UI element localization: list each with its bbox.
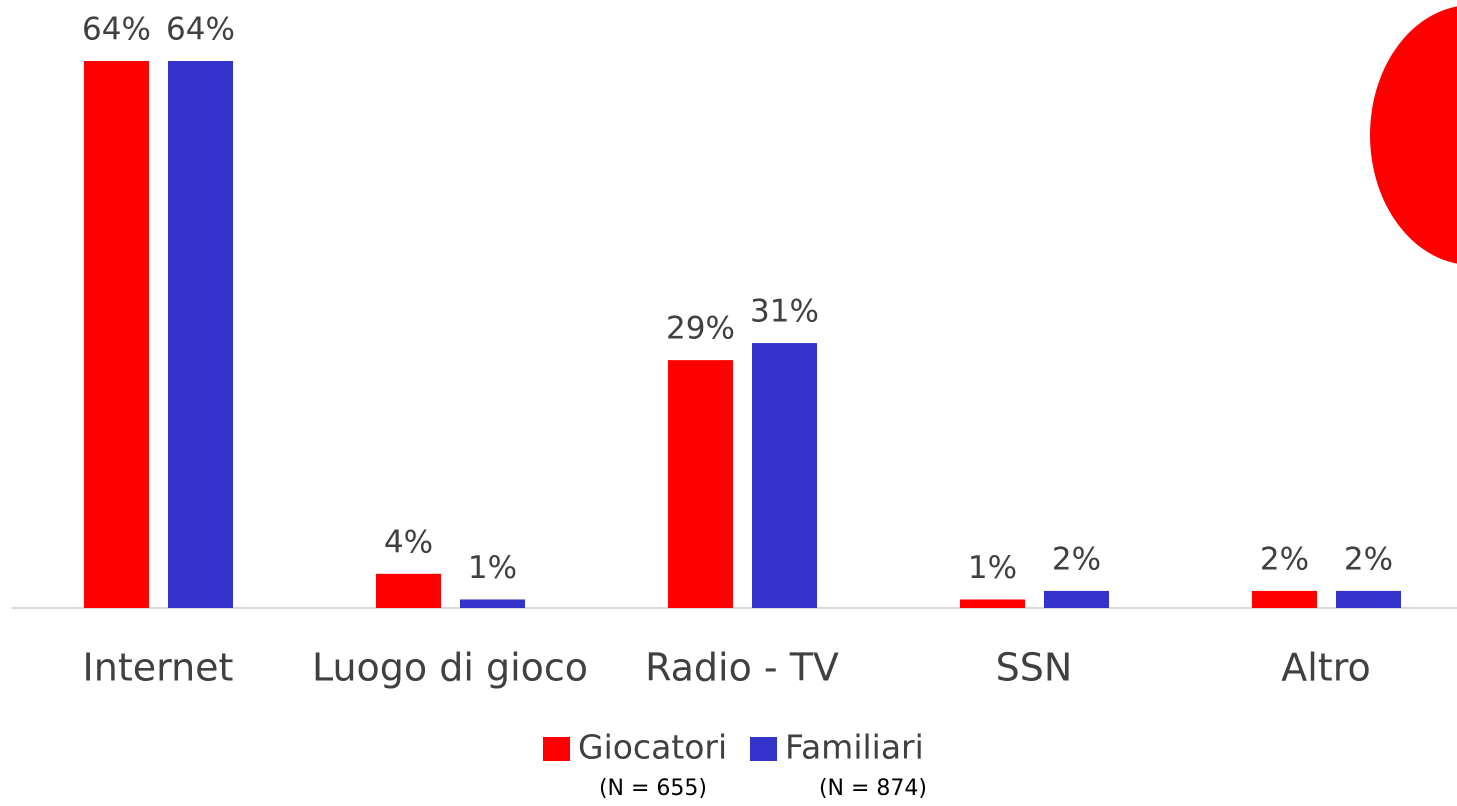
value-label: 64% xyxy=(82,12,151,48)
bar xyxy=(960,599,1025,608)
value-label: 31% xyxy=(750,294,819,330)
legend-note: (N = 655) xyxy=(599,776,707,801)
bar xyxy=(1252,590,1317,608)
value-label: 29% xyxy=(666,311,735,347)
legend-note: (N = 874) xyxy=(819,776,927,801)
bar xyxy=(1044,590,1109,608)
x-tick-label: Internet xyxy=(83,646,234,690)
value-label: 2% xyxy=(1344,541,1393,577)
legend-label: Giocatori xyxy=(578,728,727,767)
value-label: 64% xyxy=(166,12,235,48)
value-label: 1% xyxy=(468,550,517,586)
x-tick-label: Altro xyxy=(1281,646,1371,690)
x-tick-label: Radio - TV xyxy=(645,646,839,690)
value-label: 2% xyxy=(1260,541,1309,577)
value-label: 1% xyxy=(968,550,1017,586)
x-tick-label: SSN xyxy=(996,646,1073,690)
bar xyxy=(460,599,525,608)
bar xyxy=(376,573,441,608)
value-label: 4% xyxy=(384,524,433,560)
decoration xyxy=(1370,6,1457,264)
bar xyxy=(1336,590,1401,608)
bar xyxy=(168,61,233,608)
value-label: 2% xyxy=(1052,541,1101,577)
x-tick-label: Luogo di gioco xyxy=(312,646,588,690)
legend-label: Familiari xyxy=(785,728,924,767)
legend-swatch xyxy=(543,737,570,761)
bar xyxy=(752,343,817,608)
legend-swatch xyxy=(750,737,777,761)
bar xyxy=(84,61,149,608)
bar xyxy=(668,360,733,608)
